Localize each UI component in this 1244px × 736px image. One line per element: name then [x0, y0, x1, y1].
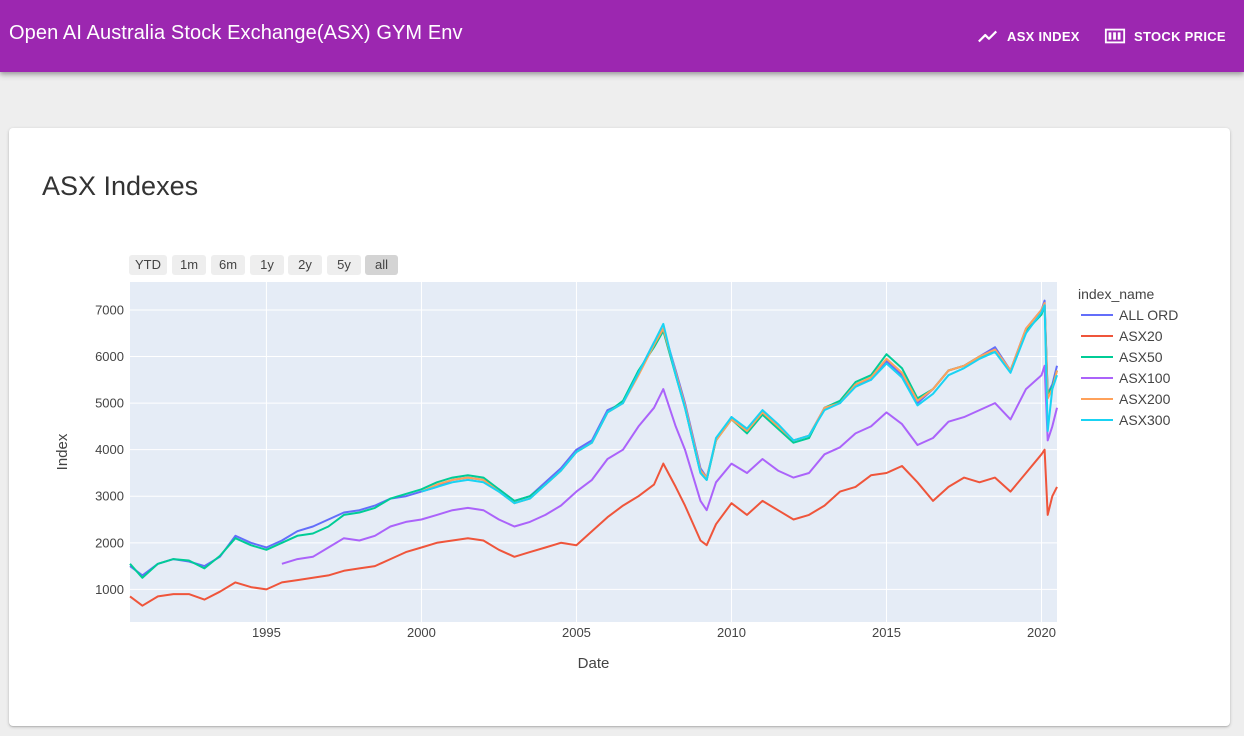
legend-title: index_name	[1078, 286, 1154, 302]
y-tick-label: 4000	[95, 442, 124, 457]
x-tick-label: 2005	[562, 625, 591, 640]
x-tick-label: 2000	[407, 625, 436, 640]
y-tick-label: 5000	[95, 396, 124, 411]
range-button-ytd[interactable]: YTD	[129, 255, 167, 275]
asx-index-nav-label: ASX INDEX	[1007, 28, 1080, 44]
card-title: ASX Indexes	[42, 171, 199, 201]
legend-item-label: ASX300	[1119, 412, 1171, 428]
asx-index-nav-button[interactable]: ASX INDEX	[977, 22, 1080, 50]
chart-card: ASX Indexes YTD 1m 6m 1y 2y 5y all 1000 2…	[9, 128, 1230, 726]
x-axis-label: Date	[578, 655, 610, 672]
y-tick-label: 1000	[95, 582, 124, 597]
trending-up-icon	[978, 30, 998, 43]
y-axis-label: Index	[54, 433, 71, 470]
legend-item-label: ASX200	[1119, 391, 1171, 407]
y-tick-label: 3000	[95, 489, 124, 504]
plot-area-background	[130, 282, 1057, 622]
range-button-all[interactable]: all	[365, 255, 398, 275]
app-title: Open AI Australia Stock Exchange(ASX) GY…	[9, 22, 463, 44]
series-line-asx100	[281, 364, 1058, 565]
range-button-1y[interactable]: 1y	[250, 255, 284, 275]
legend-item-label: ASX20	[1119, 328, 1163, 344]
range-button-1m[interactable]: 1m	[172, 255, 206, 275]
stock-price-nav-button[interactable]: STOCK PRICE	[1104, 22, 1226, 50]
x-tick-label: 2020	[1027, 625, 1056, 640]
range-button-2y[interactable]: 2y	[288, 255, 322, 275]
series-line-asx20	[129, 448, 1058, 607]
y-tick-label: 2000	[95, 535, 124, 550]
legend-item-label: ALL ORD	[1119, 307, 1178, 323]
legend-item-label: ASX50	[1119, 349, 1163, 365]
x-tick-label: 2015	[872, 625, 901, 640]
index-line-chart[interactable]: 1000 2000 3000 4000 5000 6000 7000 1995 2000 2005…	[9, 128, 1230, 726]
range-button-5y[interactable]: 5y	[327, 255, 361, 275]
x-tick-label: 1995	[252, 625, 281, 640]
series-line-asx300	[421, 304, 1058, 505]
x-tick-label: 2010	[717, 625, 746, 640]
ticker-icon	[1104, 28, 1126, 44]
legend-item-label: ASX100	[1119, 370, 1171, 386]
y-tick-label: 6000	[95, 349, 124, 364]
stock-price-nav-label: STOCK PRICE	[1134, 28, 1226, 44]
app-bar: Open AI Australia Stock Exchange(ASX) GY…	[0, 0, 1244, 72]
range-button-6m[interactable]: 6m	[211, 255, 245, 275]
y-tick-label: 7000	[95, 302, 124, 317]
